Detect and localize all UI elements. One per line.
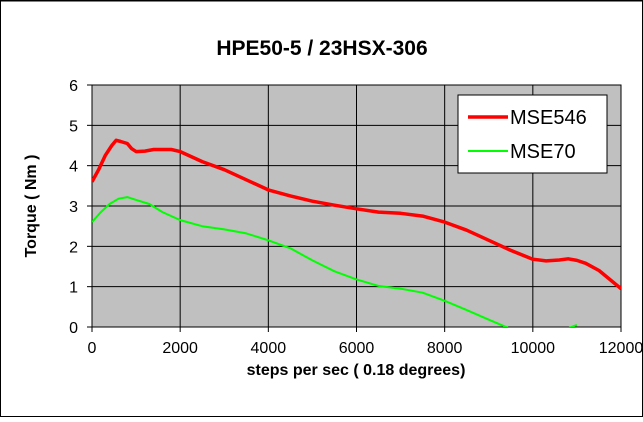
y-axis-label: Torque ( Nm ): [23, 155, 40, 258]
x-tick-label: 12000: [599, 340, 643, 357]
legend-label: MSE546: [510, 107, 587, 129]
y-tick-label: 4: [69, 159, 78, 176]
y-tick-label: 6: [69, 78, 78, 95]
x-tick-label: 4000: [251, 340, 287, 357]
x-tick-label: 0: [88, 340, 97, 357]
series-lines: [92, 138, 621, 327]
y-tick-label: 3: [69, 199, 78, 216]
y-tick-label: 5: [69, 118, 78, 135]
x-tick-label: 6000: [339, 340, 375, 357]
x-tick-label: 2000: [162, 340, 198, 357]
series-line-mse70: [92, 196, 578, 327]
x-axis-label: steps per sec ( 0.18 degrees): [247, 362, 466, 379]
legend-label: MSE70: [510, 141, 576, 163]
legend: MSE546 MSE70: [457, 94, 608, 174]
y-tick-label: 2: [69, 239, 78, 256]
chart-title: HPE50-5 / 23HSX-306: [216, 37, 427, 60]
y-tick-label: 1: [69, 280, 78, 297]
x-tick-label: 10000: [511, 340, 556, 357]
x-axis-ticks: 0 2000 4000 6000 8000 10000 12000: [88, 327, 643, 357]
x-tick-label: 8000: [427, 340, 463, 357]
series-line-mse546: [92, 138, 621, 291]
y-axis-ticks: 0 1 2 3 4 5 6: [69, 78, 92, 337]
y-tick-label: 0: [69, 320, 78, 337]
legend-box: [457, 94, 608, 174]
